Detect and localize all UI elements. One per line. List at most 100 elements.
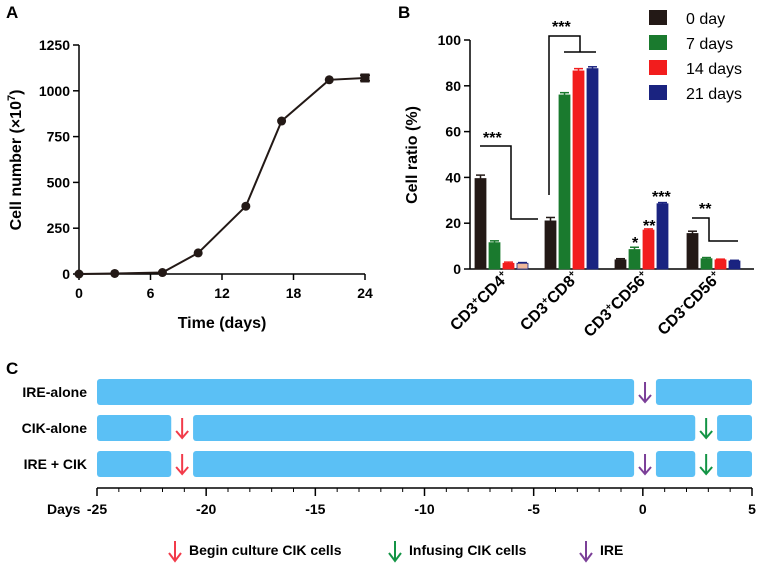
panel-b-category-label-3: CD3-CD56+ xyxy=(654,268,725,339)
panel-b-legend-label-2: 14 days xyxy=(686,61,742,78)
panel-b-bar-0-3 xyxy=(686,233,699,270)
panel-a-x-tick-label-2: 12 xyxy=(214,285,230,301)
panel-b-y-tick-label-3: 60 xyxy=(445,124,461,140)
panel-letter-b: B xyxy=(398,3,410,22)
schedule-legend-arrow-head-1 xyxy=(388,552,402,563)
panel-b-bar-1-2 xyxy=(628,249,641,270)
sig-label-cd3neg: ** xyxy=(699,201,712,218)
panel-b-bar-0-2 xyxy=(614,259,627,270)
panel-a-point-5 xyxy=(277,116,287,126)
sig-label-cd56-21d: *** xyxy=(652,189,671,206)
panel-a-point-6 xyxy=(324,75,334,85)
panel-a-point-0 xyxy=(74,269,84,279)
panel-b-bar-0-1 xyxy=(544,220,557,270)
schedule-tick-label-6: 5 xyxy=(748,501,756,517)
panel-b-y-label: Cell ratio (%) xyxy=(404,106,421,204)
panel-a-x-tick-label-4: 24 xyxy=(357,285,373,301)
schedule-tick-label-4: -5 xyxy=(527,501,540,517)
schedule-legend-label-2: IRE xyxy=(600,542,623,558)
schedule-arrow-head-0-0 xyxy=(638,394,652,404)
schedule-row-label-1: CIK-alone xyxy=(22,420,88,436)
schedule-legend-arrow-head-0 xyxy=(168,552,182,563)
panel-b-bar-3-2 xyxy=(656,203,669,270)
panel-b-category-label-0: CD3+CD4+ xyxy=(447,268,513,334)
panel-c-axis-title: Days xyxy=(47,501,81,517)
panel-b-y-tick-label-0: 0 xyxy=(453,261,461,277)
schedule-bar-1-1 xyxy=(193,415,696,441)
schedule-bar-2-3 xyxy=(717,451,752,477)
sig-bracket-cd3neg xyxy=(692,217,738,242)
sig-bracket-cd8 xyxy=(548,35,596,195)
panel-b-y-tick-label-2: 40 xyxy=(445,169,461,185)
panel-a-x-tick-label-1: 6 xyxy=(147,285,155,301)
schedule-legend-label-0: Begin culture CIK cells xyxy=(189,542,342,558)
panel-b-legend-label-1: 7 days xyxy=(686,36,733,53)
panel-b-bar-1-3 xyxy=(700,258,713,270)
panel-a-x-label: Time (days) xyxy=(178,315,267,332)
sig-label-cd8: *** xyxy=(552,19,571,36)
panel-b-bar-3-0 xyxy=(516,262,529,270)
panel-a-y-label-close: ) xyxy=(8,90,25,95)
panel-a-x-tick-label-0: 0 xyxy=(75,285,83,301)
schedule-arrow-head-2-1 xyxy=(638,466,652,476)
schedule-tick-label-0: -25 xyxy=(87,501,107,517)
panel-b-bar-2-0 xyxy=(502,262,515,270)
schedule-bar-2-0 xyxy=(97,451,172,477)
schedule-legend-label-1: Infusing CIK cells xyxy=(409,542,527,558)
panel-b-bar-3-1 xyxy=(586,68,599,270)
panel-b-category-label-2: CD3+CD56+ xyxy=(580,268,653,341)
panel-b-legend-swatch-0 xyxy=(649,10,667,25)
schedule-row-label-2: IRE + CIK xyxy=(24,456,87,472)
schedule-bar-2-2 xyxy=(655,451,696,477)
panel-a-point-4 xyxy=(241,201,251,211)
schedule-bar-2-1 xyxy=(193,451,635,477)
panel-b-bar-3-3 xyxy=(728,260,741,270)
panel-b-bar-2-3 xyxy=(714,259,727,270)
panel-b-bar-2-2 xyxy=(642,229,655,270)
panel-b-bar-1-1 xyxy=(558,94,571,270)
panel-a-point-7 xyxy=(360,73,370,83)
panel-b-y-tick-label-1: 20 xyxy=(445,215,461,231)
schedule-legend-arrow-head-2 xyxy=(579,552,593,563)
schedule-tick-label-5: 0 xyxy=(639,501,647,517)
panel-a-y-tick-label-4: 1000 xyxy=(39,83,70,99)
panel-b-legend-label-0: 0 day xyxy=(686,11,725,28)
schedule-bar-1-0 xyxy=(97,415,172,441)
panel-a-y-tick-label-3: 750 xyxy=(47,129,71,145)
panel-b-legend-swatch-1 xyxy=(649,35,667,50)
panel-b-bar-2-1 xyxy=(572,70,585,270)
panel-b-category-part-3-1: - xyxy=(677,301,687,311)
sig-label-cd56-14d: ** xyxy=(643,218,656,235)
panel-letter-c: C xyxy=(6,359,18,378)
schedule-tick-label-2: -15 xyxy=(305,501,325,517)
sig-label-cd4: *** xyxy=(483,130,502,147)
panel-a-x-tick-label-3: 18 xyxy=(286,285,302,301)
schedule-arrow-head-1-0 xyxy=(175,430,189,440)
panel-a-y-tick-label-2: 500 xyxy=(47,174,71,190)
panel-b-legend-swatch-3 xyxy=(649,85,667,100)
panel-a-y-label-main: Cell number (×10 xyxy=(8,101,25,230)
panel-b-y-tick-label-4: 80 xyxy=(445,78,461,94)
schedule-arrow-head-2-2 xyxy=(699,466,713,476)
panel-a-y-label-exp: 7 xyxy=(6,95,18,101)
schedule-arrow-head-2-0 xyxy=(175,466,189,476)
panel-b-bar-chart: 0 20 40 60 80 100 CD3+CD4+CD3+CD8+CD3+CD56+CD… xyxy=(404,10,754,341)
panel-a-y-tick-label-5: 1250 xyxy=(39,37,70,53)
panel-b-bar-0-0 xyxy=(474,178,487,270)
panel-a-point-2 xyxy=(157,268,167,278)
panel-a-y-label: Cell number (×107) xyxy=(6,90,25,231)
schedule-bar-1-2 xyxy=(717,415,752,441)
panel-c-schedule: IRE-alone CIK-alone IRE + CIK -25 -20 -15 -10… xyxy=(22,379,756,563)
panel-a-point-1 xyxy=(110,268,120,278)
sig-bracket-cd4 xyxy=(480,145,538,220)
panel-letter-a: A xyxy=(6,3,18,22)
panel-b-legend-swatch-2 xyxy=(649,60,667,75)
schedule-row-label-0: IRE-alone xyxy=(22,384,87,400)
panel-a-growth-line xyxy=(78,76,366,275)
schedule-bar-0-0 xyxy=(97,379,635,405)
schedule-tick-label-3: -10 xyxy=(414,501,434,517)
panel-b-bar-1-0 xyxy=(488,242,501,270)
sig-label-cd56-7d: * xyxy=(632,235,639,252)
